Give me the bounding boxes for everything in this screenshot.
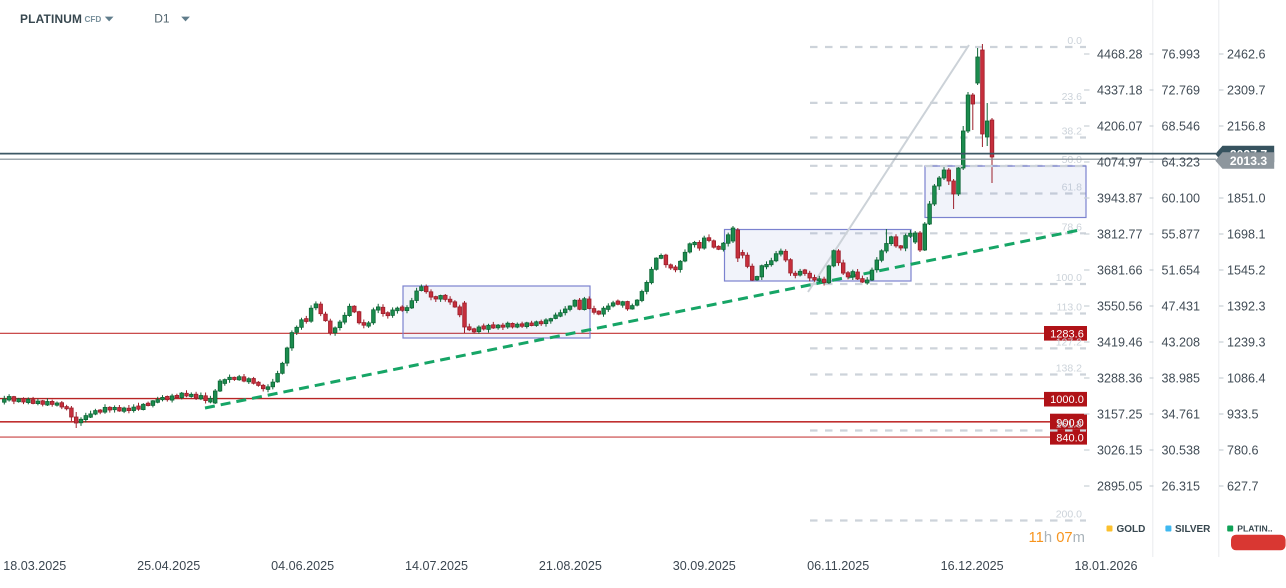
svg-text:18.01.2026: 18.01.2026 xyxy=(1074,559,1137,573)
svg-text:34.761: 34.761 xyxy=(1162,408,1201,422)
svg-text:900.0: 900.0 xyxy=(1056,418,1084,430)
svg-text:3419.46: 3419.46 xyxy=(1097,336,1143,350)
svg-text:3681.66: 3681.66 xyxy=(1097,264,1143,278)
svg-text:43.208: 43.208 xyxy=(1162,336,1201,350)
svg-text:25.04.2025: 25.04.2025 xyxy=(137,559,200,573)
svg-text:127.2: 127.2 xyxy=(1056,336,1082,348)
svg-text:0.0: 0.0 xyxy=(1067,35,1082,47)
svg-text:3812.77: 3812.77 xyxy=(1097,228,1143,242)
svg-text:3943.87: 3943.87 xyxy=(1097,192,1143,206)
svg-text:933.5: 933.5 xyxy=(1227,408,1259,422)
svg-text:3550.56: 3550.56 xyxy=(1097,300,1143,314)
svg-text:2895.05: 2895.05 xyxy=(1097,480,1143,494)
svg-text:PLATINUM: PLATINUM xyxy=(20,12,82,26)
svg-text:47.431: 47.431 xyxy=(1162,300,1201,314)
svg-text:18.03.2025: 18.03.2025 xyxy=(3,559,66,573)
svg-text:11h 07m: 11h 07m xyxy=(1028,530,1085,546)
svg-text:CFD: CFD xyxy=(85,15,102,24)
svg-text:51.654: 51.654 xyxy=(1162,264,1201,278)
svg-text:4337.18: 4337.18 xyxy=(1097,84,1143,98)
svg-text:76.993: 76.993 xyxy=(1162,48,1201,62)
svg-text:64.323: 64.323 xyxy=(1162,156,1201,170)
svg-text:840.0: 840.0 xyxy=(1056,432,1084,444)
svg-text:1698.1: 1698.1 xyxy=(1227,228,1266,242)
svg-text:23.6: 23.6 xyxy=(1062,91,1083,103)
svg-text:26.315: 26.315 xyxy=(1162,480,1201,494)
svg-text:1283.6: 1283.6 xyxy=(1050,328,1084,340)
svg-text:38.2: 38.2 xyxy=(1062,126,1083,138)
svg-text:04.06.2025: 04.06.2025 xyxy=(271,559,334,573)
svg-text:4074.97: 4074.97 xyxy=(1097,156,1143,170)
svg-text:1545.2: 1545.2 xyxy=(1227,264,1266,278)
svg-text:16.12.2025: 16.12.2025 xyxy=(941,559,1004,573)
svg-text:138.2: 138.2 xyxy=(1056,363,1082,375)
svg-text:38.985: 38.985 xyxy=(1162,372,1201,386)
svg-text:2156.8: 2156.8 xyxy=(1227,120,1266,134)
svg-text:161.8: 161.8 xyxy=(1056,419,1082,431)
svg-text:30.538: 30.538 xyxy=(1162,444,1201,458)
svg-text:3288.36: 3288.36 xyxy=(1097,372,1143,386)
svg-text:SILVER: SILVER xyxy=(1175,524,1211,535)
svg-text:1000.0: 1000.0 xyxy=(1050,394,1084,406)
svg-text:100.0: 100.0 xyxy=(1056,272,1082,284)
svg-text:1851.0: 1851.0 xyxy=(1227,192,1266,206)
svg-text:3026.15: 3026.15 xyxy=(1097,444,1143,458)
svg-text:GOLD: GOLD xyxy=(1117,524,1146,535)
svg-text:4206.07: 4206.07 xyxy=(1097,120,1143,134)
svg-text:06.11.2025: 06.11.2025 xyxy=(807,559,869,573)
svg-text:2309.7: 2309.7 xyxy=(1227,84,1266,98)
svg-text:30.09.2025: 30.09.2025 xyxy=(673,559,736,573)
svg-text:61.8: 61.8 xyxy=(1062,182,1083,194)
svg-text:21.08.2025: 21.08.2025 xyxy=(539,559,602,573)
svg-text:68.546: 68.546 xyxy=(1162,120,1201,134)
svg-text:60.100: 60.100 xyxy=(1162,192,1201,206)
svg-text:780.6: 780.6 xyxy=(1227,444,1259,458)
svg-text:1392.3: 1392.3 xyxy=(1227,300,1266,314)
svg-text:D1: D1 xyxy=(154,11,170,25)
svg-text:200.0: 200.0 xyxy=(1056,509,1082,521)
svg-text:55.877: 55.877 xyxy=(1162,228,1201,242)
svg-text:72.769: 72.769 xyxy=(1162,84,1201,98)
svg-text:4468.28: 4468.28 xyxy=(1097,48,1143,62)
svg-text:1086.4: 1086.4 xyxy=(1227,372,1266,386)
svg-text:3157.25: 3157.25 xyxy=(1097,408,1143,422)
svg-text:PLATIN..: PLATIN.. xyxy=(1237,524,1272,534)
svg-text:627.7: 627.7 xyxy=(1227,480,1259,494)
svg-text:113.0: 113.0 xyxy=(1057,302,1083,314)
svg-text:50.0: 50.0 xyxy=(1062,154,1083,166)
svg-text:2462.6: 2462.6 xyxy=(1227,48,1266,62)
svg-text:1239.3: 1239.3 xyxy=(1227,336,1266,350)
svg-text:14.07.2025: 14.07.2025 xyxy=(405,559,468,573)
svg-text:2013.3: 2013.3 xyxy=(1230,154,1267,168)
